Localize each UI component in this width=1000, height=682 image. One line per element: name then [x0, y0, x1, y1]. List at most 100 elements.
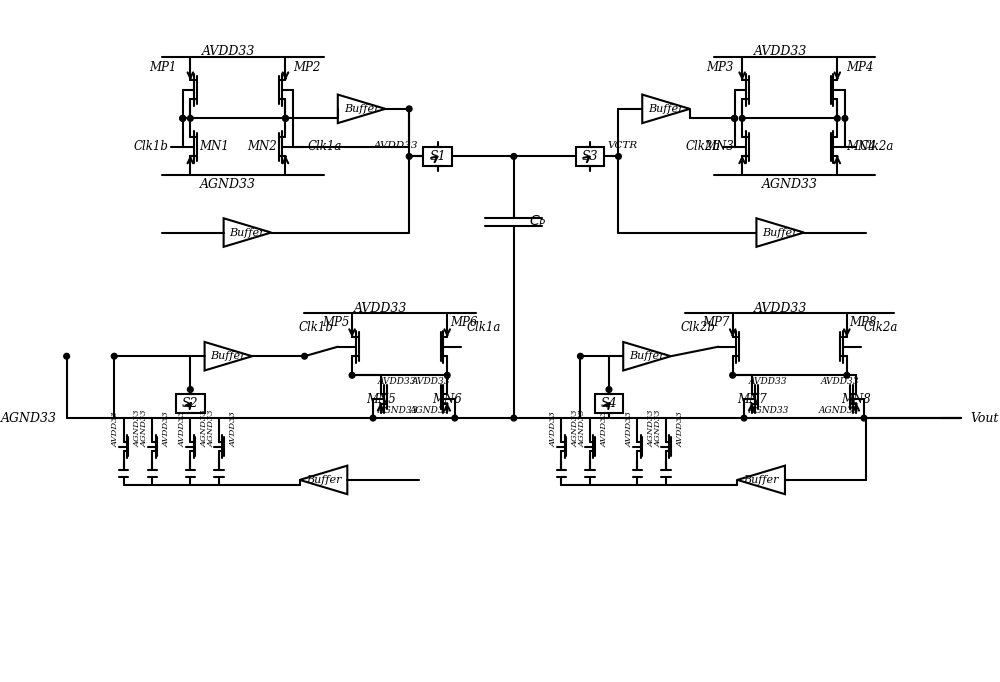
- Circle shape: [616, 153, 621, 160]
- Text: Clk1a: Clk1a: [466, 321, 501, 334]
- Circle shape: [187, 387, 193, 392]
- Text: AVDD33: AVDD33: [676, 411, 684, 447]
- Text: MN7: MN7: [737, 393, 767, 406]
- Text: AGND33: AGND33: [572, 409, 580, 447]
- Text: AGND33: AGND33: [648, 409, 656, 447]
- Text: Clk2a: Clk2a: [859, 140, 894, 153]
- Circle shape: [732, 115, 737, 121]
- Circle shape: [283, 115, 288, 121]
- Text: AVDD33: AVDD33: [412, 377, 450, 387]
- Text: AGND33: AGND33: [578, 409, 586, 447]
- Text: MN8: MN8: [841, 393, 871, 406]
- Text: AGND33: AGND33: [134, 409, 142, 447]
- Text: AGND33: AGND33: [141, 409, 149, 447]
- Circle shape: [730, 372, 735, 378]
- Text: AVDD33: AVDD33: [229, 411, 237, 447]
- Circle shape: [64, 353, 69, 359]
- Text: MP6: MP6: [450, 316, 477, 329]
- Text: S1: S1: [429, 150, 446, 163]
- Circle shape: [842, 115, 848, 121]
- Text: AGND33: AGND33: [762, 179, 818, 192]
- Text: MN5: MN5: [366, 393, 395, 406]
- Text: MP1: MP1: [149, 61, 176, 74]
- Circle shape: [444, 372, 450, 378]
- Text: AVDD33: AVDD33: [378, 377, 416, 387]
- Text: Clk1a: Clk1a: [307, 140, 342, 153]
- Text: Buffer: Buffer: [629, 351, 665, 361]
- Text: AVDD33: AVDD33: [626, 411, 634, 447]
- Text: MN6: MN6: [432, 393, 462, 406]
- Text: AVDD33: AVDD33: [202, 45, 255, 58]
- Text: Buffer: Buffer: [648, 104, 684, 114]
- Text: Buffer: Buffer: [762, 228, 798, 237]
- Text: MP7: MP7: [702, 316, 730, 329]
- Circle shape: [302, 353, 307, 359]
- Circle shape: [283, 115, 288, 121]
- Text: AGND33: AGND33: [201, 409, 209, 447]
- Text: S3: S3: [582, 150, 598, 163]
- Text: Clk2b: Clk2b: [685, 140, 720, 153]
- Circle shape: [578, 353, 583, 359]
- Circle shape: [511, 153, 517, 160]
- Text: AVDD33: AVDD33: [754, 302, 807, 315]
- Text: VCTR: VCTR: [607, 140, 637, 149]
- Text: S2: S2: [182, 398, 199, 411]
- Text: AVDD33: AVDD33: [374, 140, 419, 149]
- Text: AGND33: AGND33: [378, 406, 418, 415]
- Circle shape: [606, 387, 612, 392]
- Text: Clk1b: Clk1b: [298, 321, 333, 334]
- Bar: [576, 147, 604, 166]
- Text: MN1: MN1: [199, 140, 229, 153]
- Text: AGND33: AGND33: [207, 409, 215, 447]
- Text: AVDD33: AVDD33: [600, 411, 608, 447]
- Text: AVDD33: AVDD33: [749, 377, 787, 387]
- Text: AGND33: AGND33: [1, 411, 57, 425]
- Text: Clk2b: Clk2b: [681, 321, 716, 334]
- Text: MP2: MP2: [293, 61, 320, 74]
- Circle shape: [834, 115, 840, 121]
- Text: MP5: MP5: [322, 316, 349, 329]
- Text: Buffer: Buffer: [743, 475, 779, 485]
- Text: Buffer: Buffer: [211, 351, 246, 361]
- Circle shape: [861, 415, 867, 421]
- Text: Clk2a: Clk2a: [864, 321, 898, 334]
- Text: AVDD33: AVDD33: [754, 45, 807, 58]
- Text: MP4: MP4: [846, 61, 873, 74]
- Text: AVDD33: AVDD33: [354, 302, 407, 315]
- Bar: [176, 394, 205, 413]
- Text: AGND33: AGND33: [200, 179, 256, 192]
- Text: MN4: MN4: [846, 140, 876, 153]
- Text: AVDD33: AVDD33: [112, 411, 120, 447]
- Text: AVDD33: AVDD33: [163, 411, 171, 447]
- Text: Buffer: Buffer: [230, 228, 265, 237]
- Text: $C_P$: $C_P$: [529, 214, 546, 231]
- Circle shape: [844, 372, 850, 378]
- Circle shape: [741, 415, 747, 421]
- Text: Vout: Vout: [970, 411, 999, 425]
- Text: AGND33: AGND33: [819, 406, 859, 415]
- Bar: [423, 147, 452, 166]
- Circle shape: [406, 153, 412, 160]
- Text: AVDD33: AVDD33: [821, 377, 859, 387]
- Text: Clk1b: Clk1b: [134, 140, 168, 153]
- Circle shape: [511, 415, 517, 421]
- Text: MN2: MN2: [247, 140, 277, 153]
- Circle shape: [406, 106, 412, 112]
- Circle shape: [180, 115, 186, 121]
- Circle shape: [111, 353, 117, 359]
- Text: MP3: MP3: [706, 61, 734, 74]
- Circle shape: [452, 415, 458, 421]
- Text: AGND33: AGND33: [654, 409, 662, 447]
- Text: AGND33: AGND33: [410, 406, 450, 415]
- Text: MN3: MN3: [704, 140, 734, 153]
- Circle shape: [732, 115, 737, 121]
- Text: MP8: MP8: [850, 316, 877, 329]
- Circle shape: [187, 115, 193, 121]
- Text: Buffer: Buffer: [344, 104, 379, 114]
- Circle shape: [349, 372, 355, 378]
- Text: Buffer: Buffer: [306, 475, 341, 485]
- Circle shape: [370, 415, 376, 421]
- Circle shape: [739, 115, 745, 121]
- Circle shape: [180, 115, 186, 121]
- Text: S4: S4: [601, 398, 617, 411]
